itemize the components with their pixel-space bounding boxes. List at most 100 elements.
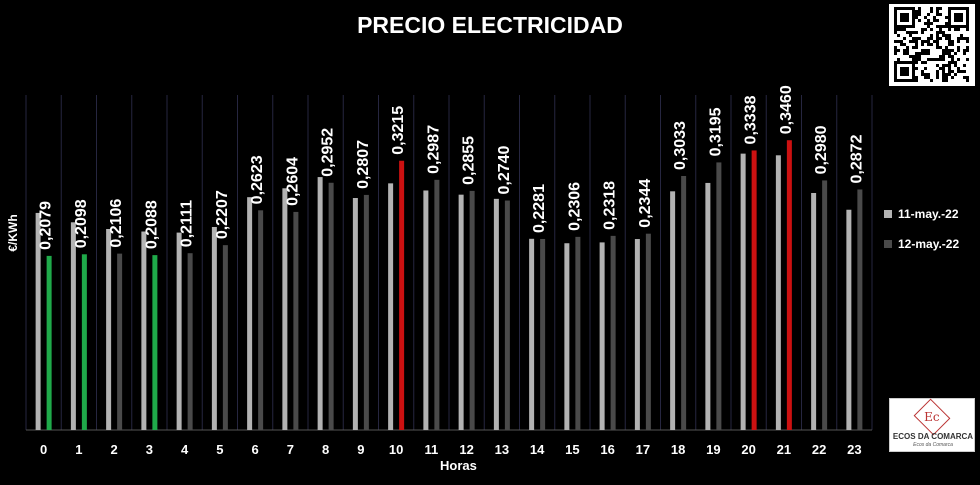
qr-module [903, 52, 906, 55]
qr-module [906, 46, 909, 49]
qr-module [906, 13, 909, 16]
qr-module [921, 43, 924, 46]
qr-module [930, 7, 933, 10]
bar-series-2 [857, 189, 863, 430]
qr-module [912, 10, 915, 13]
bar-series-2 [434, 179, 440, 430]
qr-module [930, 34, 933, 37]
data-label: 0,2318 [602, 181, 619, 230]
qr-module [933, 58, 936, 61]
qr-module [894, 28, 897, 31]
qr-module [924, 49, 927, 52]
x-tick-label: 8 [322, 442, 329, 457]
qr-module [936, 70, 939, 73]
x-tick-label: 13 [495, 442, 509, 457]
qr-module [909, 55, 912, 58]
x-tick-label: 0 [40, 442, 47, 457]
qr-code-image [889, 4, 975, 86]
data-label: 0,2106 [108, 199, 125, 248]
data-label: 0,2111 [179, 200, 196, 247]
qr-module [915, 58, 918, 61]
qr-module [945, 79, 948, 82]
qr-module [924, 52, 927, 55]
qr-module [897, 25, 900, 28]
bar-series-2 [328, 182, 334, 430]
bar-series-1 [564, 243, 570, 430]
qr-module [939, 7, 942, 10]
qr-module [963, 52, 966, 55]
bar-series-1 [141, 231, 147, 430]
bar-series-1 [352, 198, 358, 430]
bar-series-1 [70, 222, 76, 430]
bar-series-1 [493, 198, 499, 430]
qr-module [960, 34, 963, 37]
qr-module [960, 19, 963, 22]
qr-module [942, 76, 945, 79]
qr-module [951, 49, 954, 52]
qr-module [936, 46, 939, 49]
data-label: 0,2980 [813, 125, 830, 174]
qr-module [948, 55, 951, 58]
qr-module [948, 13, 951, 16]
qr-module [900, 43, 903, 46]
qr-module [894, 31, 897, 34]
data-label: 0,2855 [461, 136, 478, 185]
x-tick-label: 22 [812, 442, 826, 457]
bar-series-1 [705, 182, 711, 430]
qr-module [945, 16, 948, 19]
qr-module [900, 28, 903, 31]
qr-module [912, 25, 915, 28]
data-label: 0,2952 [320, 128, 337, 177]
qr-module [963, 37, 966, 40]
bar-series-2 [575, 236, 581, 430]
qr-module [936, 76, 939, 79]
qr-module [909, 25, 912, 28]
qr-module [903, 73, 906, 76]
qr-module [900, 16, 903, 19]
qr-module [945, 25, 948, 28]
qr-module [894, 46, 897, 49]
qr-module [906, 7, 909, 10]
qr-module [939, 67, 942, 70]
bar-series-1 [634, 239, 640, 430]
qr-module [894, 40, 897, 43]
bar-series-2 [751, 150, 757, 430]
qr-module [912, 19, 915, 22]
qr-module [951, 55, 954, 58]
bar-series-1 [775, 155, 781, 431]
qr-module [954, 64, 957, 67]
qr-module [966, 13, 969, 16]
qr-module [912, 7, 915, 10]
bar-series-1 [811, 192, 817, 430]
data-label: 0,3215 [390, 106, 407, 155]
qr-module [927, 19, 930, 22]
qr-module [927, 13, 930, 16]
qr-module [945, 73, 948, 76]
qr-module [936, 7, 939, 10]
bar-series-1 [176, 232, 182, 430]
qr-module [918, 10, 921, 13]
qr-module [894, 67, 897, 70]
x-tick-label: 17 [636, 442, 650, 457]
qr-module [933, 40, 936, 43]
data-label: 0,3033 [672, 121, 689, 170]
data-label: 0,3195 [707, 107, 724, 156]
qr-module [903, 37, 906, 40]
qr-module [930, 22, 933, 25]
qr-module [918, 19, 921, 22]
bar-series-2 [187, 253, 193, 430]
qr-module [927, 40, 930, 43]
qr-module [915, 16, 918, 19]
x-tick-label: 9 [357, 442, 364, 457]
qr-module [942, 70, 945, 73]
qr-module [945, 46, 948, 49]
bar-series-2 [610, 235, 616, 430]
x-tick-label: 6 [252, 442, 259, 457]
qr-module [894, 70, 897, 73]
qr-module [966, 40, 969, 43]
bar-series-2 [786, 140, 792, 430]
qr-module [909, 34, 912, 37]
x-tick-label: 15 [565, 442, 579, 457]
bar-series-2 [117, 253, 123, 430]
qr-module [948, 25, 951, 28]
